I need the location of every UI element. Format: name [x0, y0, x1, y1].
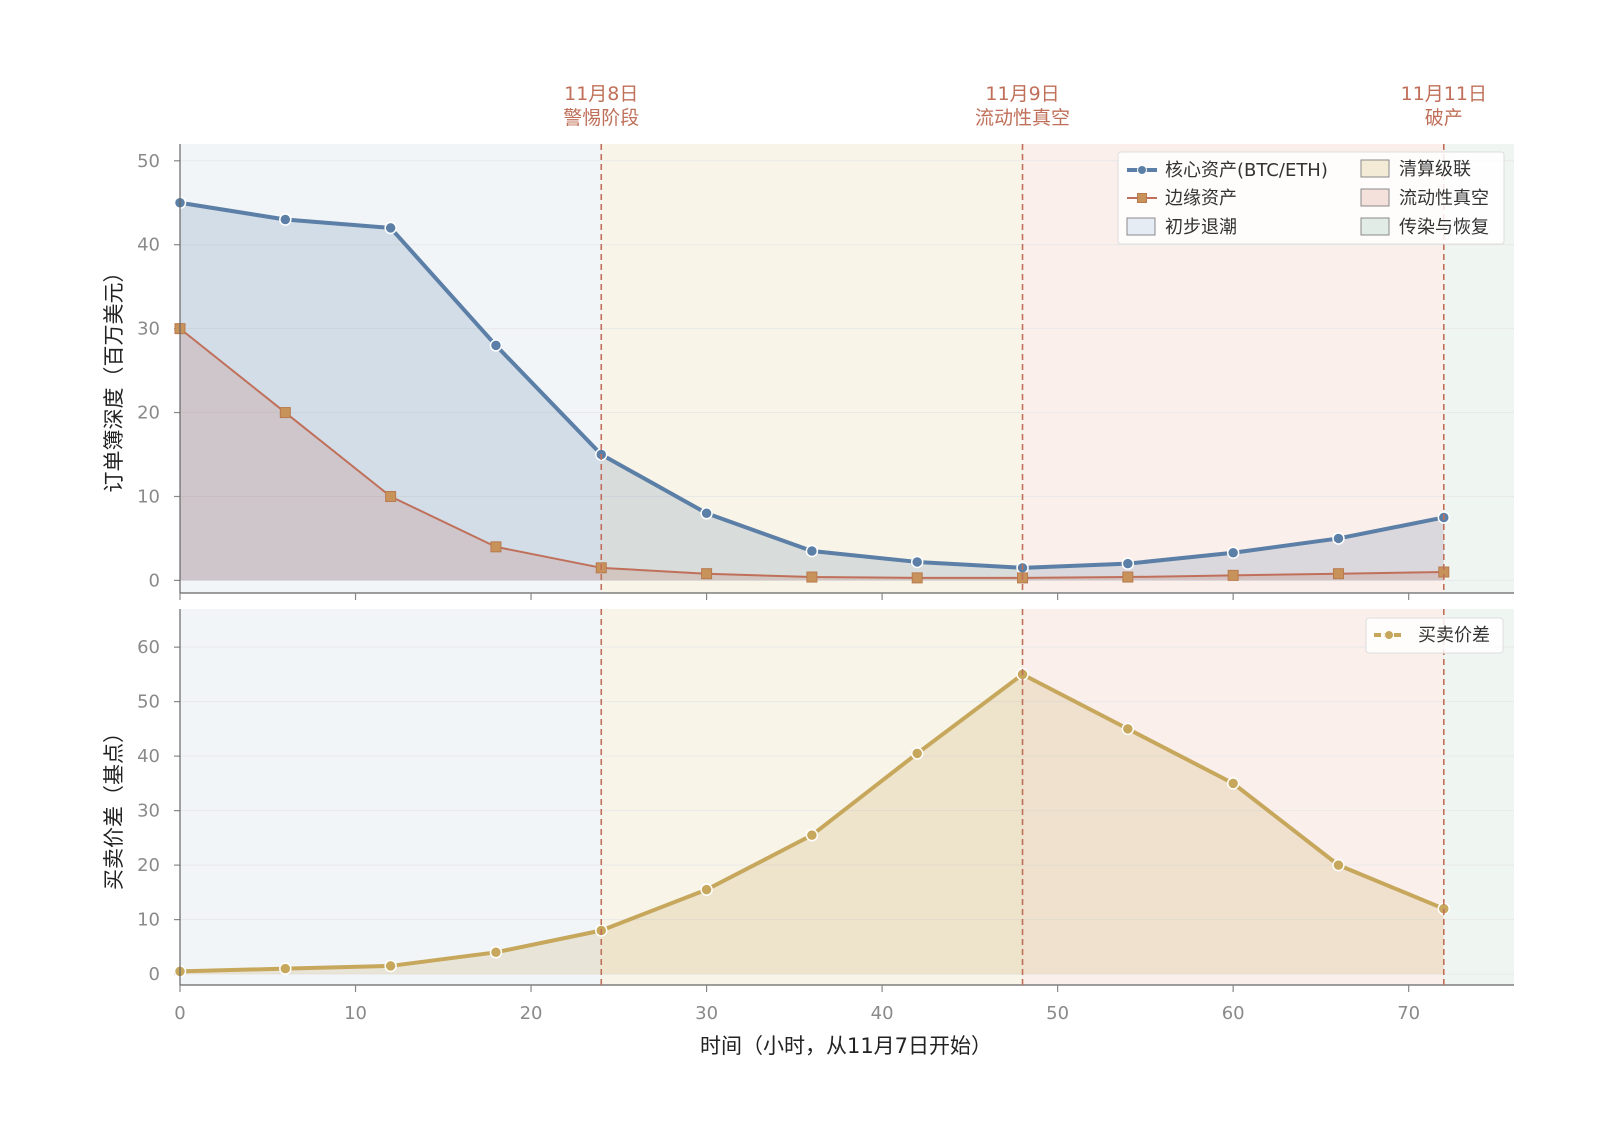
depth-point-1-36 [805, 544, 819, 558]
legend-phase-swatch-2 [1360, 159, 1390, 178]
spread-point-1-18 [489, 946, 503, 959]
spread-point-1-54 [1121, 722, 1135, 736]
spread-y-tick-label-0: 0 [149, 964, 160, 985]
legend-marker-fringe [1137, 193, 1147, 203]
x-tick-label-50: 50 [1046, 1003, 1069, 1024]
depth-y-tick-label-50: 50 [137, 151, 160, 172]
spread-point-1-12 [384, 959, 397, 973]
spread-y-tick-label-60: 60 [137, 637, 160, 658]
spread-y-tick-label-50: 50 [137, 692, 160, 713]
depth-y-tick-label-30: 30 [137, 319, 160, 340]
x-tick-label-40: 40 [871, 1003, 894, 1024]
depth-point-2-54 [1122, 571, 1134, 583]
depth-point-1-42 [910, 555, 924, 569]
spread-point-1-42 [910, 747, 924, 760]
spread-legend-frame [1365, 617, 1504, 654]
spread-y-tick-label-40: 40 [137, 746, 160, 767]
depth-point-2-30 [701, 568, 713, 580]
spread-y-axis-label: 买卖价差（基点） [102, 722, 126, 890]
x-tick-label-60: 60 [1222, 1003, 1245, 1024]
event-date-1: 11月8日 [564, 83, 638, 105]
legend-phase-label-4: 传染与恢复 [1399, 217, 1489, 238]
legend-phase-label-2: 清算级联 [1399, 159, 1471, 180]
legend-label-core: 核心资产(BTC/ETH) [1165, 160, 1328, 181]
spread-legend: 买卖价差 [1365, 617, 1504, 654]
depth-point-1-18 [489, 339, 503, 352]
depth-point-2-18 [490, 541, 502, 553]
depth-point-2-6 [279, 407, 291, 419]
depth-point-1-54 [1121, 557, 1135, 570]
depth-point-1-12 [384, 221, 397, 235]
x-tick-label-70: 70 [1397, 1003, 1420, 1024]
spread-phase-band-4 [1443, 609, 1514, 985]
spread-phase-band-1 [180, 609, 602, 985]
spread-phase-band-2 [601, 609, 1023, 985]
spread-y-tick-label-10: 10 [137, 910, 160, 931]
depth-point-1-66 [1332, 532, 1345, 545]
depth-point-1-6 [279, 213, 292, 226]
depth-phase-band-2 [601, 144, 1023, 593]
depth-point-2-42 [911, 572, 923, 584]
legend-phase-swatch-1 [1126, 217, 1156, 236]
spread-panel: 0 10 20 30 40 50 60 0 10 20 30 40 50 60 70 [137, 609, 1514, 1024]
x-tick-label-30: 30 [695, 1003, 718, 1024]
legend-marker-core [1137, 165, 1147, 175]
depth-point-2-12 [385, 490, 397, 502]
x-tick-label-20: 20 [520, 1003, 543, 1024]
x-tick-label-0: 0 [174, 1003, 185, 1024]
depth-legend-frame [1117, 151, 1505, 245]
depth-phase-band-1 [180, 144, 602, 593]
legend-phase-swatch-4 [1360, 217, 1390, 236]
depth-point-2-66 [1332, 568, 1344, 580]
spread-point-1-36 [805, 828, 819, 842]
spread-phase-band-3 [1022, 609, 1444, 985]
event-label-1: 警惕阶段 [563, 107, 639, 129]
depth-area-fill-2 [180, 328, 1444, 581]
spread-point-1-60 [1226, 777, 1240, 790]
depth-point-2-60 [1227, 569, 1239, 581]
depth-point-2-36 [806, 571, 818, 583]
spread-y-tick-label-20: 20 [137, 855, 160, 876]
spread-y-tick-label-30: 30 [137, 801, 160, 822]
legend-marker-spread [1384, 630, 1394, 640]
event-label-3: 破产 [1425, 107, 1463, 129]
depth-y-tick-label-40: 40 [137, 235, 160, 256]
depth-point-1-30 [700, 507, 713, 520]
spread-point-1-30 [700, 883, 713, 896]
legend-phase-swatch-3 [1360, 188, 1390, 207]
spread-point-1-66 [1332, 858, 1345, 872]
depth-y-tick-label-20: 20 [137, 403, 160, 424]
legend-label-spread: 买卖价差 [1418, 625, 1490, 646]
event-date-3: 11月11日 [1401, 83, 1487, 105]
event-label-2: 流动性真空 [975, 107, 1070, 129]
x-tick-label-10: 10 [344, 1003, 367, 1024]
legend-label-fringe: 边缘资产 [1165, 188, 1237, 209]
spread-point-1-6 [279, 962, 292, 975]
depth-point-1-60 [1226, 546, 1240, 559]
event-date-2: 11月9日 [985, 83, 1059, 105]
spread-area-fill-1 [180, 674, 1444, 975]
legend-phase-label-1: 初步退潮 [1165, 217, 1237, 238]
depth-y-tick-label-0: 0 [149, 570, 160, 591]
x-axis-label: 时间（小时，从11月7日开始） [700, 1034, 992, 1058]
depth-y-tick-label-10: 10 [137, 486, 160, 507]
depth-area-fill-1 [180, 202, 1444, 581]
legend-phase-label-3: 流动性真空 [1399, 188, 1489, 209]
depth-y-axis-label: 订单簿深度（百万美元） [102, 262, 126, 493]
